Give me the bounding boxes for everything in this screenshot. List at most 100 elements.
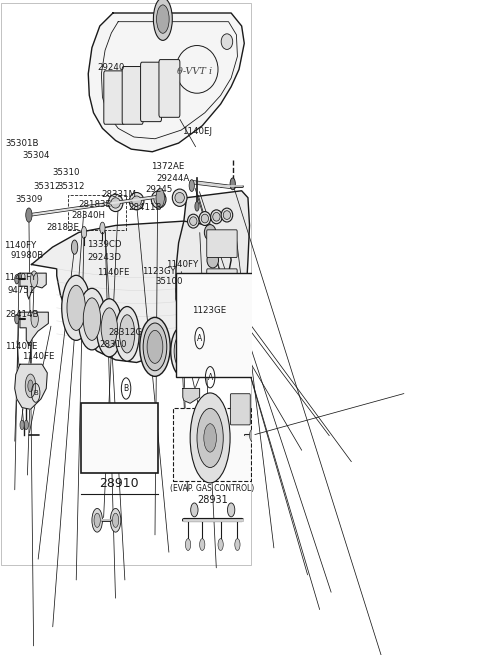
Circle shape bbox=[20, 420, 24, 430]
Circle shape bbox=[197, 408, 223, 468]
Text: 28931: 28931 bbox=[197, 495, 228, 506]
Text: 1140FE: 1140FE bbox=[5, 342, 37, 351]
Circle shape bbox=[112, 514, 119, 527]
Circle shape bbox=[229, 318, 233, 328]
Text: 1140FY: 1140FY bbox=[167, 259, 199, 269]
Text: 1123GY: 1123GY bbox=[143, 267, 176, 276]
Text: 35312: 35312 bbox=[33, 182, 61, 191]
Text: 28414B: 28414B bbox=[5, 310, 38, 319]
Circle shape bbox=[235, 538, 240, 550]
FancyBboxPatch shape bbox=[207, 269, 237, 297]
Text: 28312G: 28312G bbox=[108, 328, 143, 337]
Text: 29243D: 29243D bbox=[87, 253, 121, 263]
Circle shape bbox=[100, 222, 105, 234]
Text: B: B bbox=[123, 384, 129, 393]
Text: 1140FE: 1140FE bbox=[22, 352, 54, 361]
Circle shape bbox=[30, 271, 38, 288]
Text: 28183E: 28183E bbox=[78, 200, 111, 209]
Text: 1372AE: 1372AE bbox=[151, 162, 184, 172]
Ellipse shape bbox=[213, 212, 220, 221]
Circle shape bbox=[208, 318, 212, 328]
Text: 28910: 28910 bbox=[99, 477, 139, 491]
Ellipse shape bbox=[151, 191, 166, 208]
Bar bbox=[173, 407, 251, 481]
Polygon shape bbox=[88, 13, 244, 152]
Circle shape bbox=[28, 380, 33, 392]
Ellipse shape bbox=[108, 195, 123, 212]
Ellipse shape bbox=[83, 298, 101, 341]
Ellipse shape bbox=[174, 332, 193, 370]
Text: 35301B: 35301B bbox=[5, 139, 38, 147]
Circle shape bbox=[94, 514, 100, 527]
Text: B: B bbox=[33, 390, 38, 396]
Ellipse shape bbox=[211, 210, 222, 224]
Bar bbox=[82, 403, 157, 473]
Text: 28411B: 28411B bbox=[129, 203, 162, 212]
Circle shape bbox=[218, 318, 223, 328]
Text: 35312: 35312 bbox=[57, 182, 84, 191]
Ellipse shape bbox=[207, 252, 218, 268]
Circle shape bbox=[240, 318, 244, 328]
Text: 28310: 28310 bbox=[99, 340, 127, 349]
Ellipse shape bbox=[171, 325, 197, 377]
Circle shape bbox=[187, 318, 191, 328]
Text: A: A bbox=[197, 333, 202, 343]
Text: 35309: 35309 bbox=[15, 195, 43, 204]
Polygon shape bbox=[20, 312, 48, 345]
Ellipse shape bbox=[221, 34, 233, 49]
Circle shape bbox=[204, 424, 216, 452]
Text: 35100: 35100 bbox=[156, 276, 183, 286]
Text: 29240: 29240 bbox=[97, 62, 124, 71]
Circle shape bbox=[110, 508, 121, 532]
Ellipse shape bbox=[228, 503, 235, 517]
Text: 91980B: 91980B bbox=[10, 250, 43, 259]
Circle shape bbox=[25, 374, 36, 398]
Text: 1140FY: 1140FY bbox=[4, 241, 36, 250]
Text: (EVAP. GAS CONTROL): (EVAP. GAS CONTROL) bbox=[170, 483, 254, 493]
Circle shape bbox=[156, 5, 169, 33]
Polygon shape bbox=[20, 273, 46, 299]
Ellipse shape bbox=[120, 315, 135, 353]
Ellipse shape bbox=[132, 196, 141, 206]
Ellipse shape bbox=[201, 214, 208, 223]
Ellipse shape bbox=[199, 212, 211, 225]
Ellipse shape bbox=[147, 330, 163, 364]
Polygon shape bbox=[176, 191, 250, 328]
Bar bbox=[68, 195, 126, 230]
Circle shape bbox=[195, 202, 199, 211]
Ellipse shape bbox=[175, 193, 184, 203]
FancyBboxPatch shape bbox=[207, 230, 237, 257]
Ellipse shape bbox=[67, 286, 85, 330]
Text: A: A bbox=[207, 373, 213, 382]
Text: 29245: 29245 bbox=[145, 185, 172, 195]
Circle shape bbox=[15, 314, 19, 324]
Text: 35304: 35304 bbox=[22, 151, 50, 160]
Ellipse shape bbox=[101, 308, 118, 348]
Circle shape bbox=[227, 290, 230, 299]
Ellipse shape bbox=[188, 214, 199, 228]
Circle shape bbox=[179, 323, 183, 333]
Bar bbox=[176, 273, 257, 377]
Polygon shape bbox=[183, 388, 200, 403]
Text: 1123GE: 1123GE bbox=[192, 306, 227, 315]
Circle shape bbox=[218, 538, 223, 550]
Text: 28340H: 28340H bbox=[72, 212, 105, 220]
Text: 29244A: 29244A bbox=[156, 174, 190, 183]
Ellipse shape bbox=[129, 193, 144, 210]
FancyBboxPatch shape bbox=[104, 71, 125, 124]
FancyBboxPatch shape bbox=[159, 60, 180, 117]
Circle shape bbox=[15, 274, 19, 284]
Ellipse shape bbox=[190, 217, 197, 225]
Ellipse shape bbox=[140, 318, 170, 377]
Circle shape bbox=[154, 0, 172, 41]
Text: 1140EJ: 1140EJ bbox=[181, 127, 212, 136]
FancyBboxPatch shape bbox=[230, 394, 250, 425]
Ellipse shape bbox=[207, 280, 218, 295]
Circle shape bbox=[24, 420, 28, 430]
Text: θ-VVT i: θ-VVT i bbox=[177, 67, 212, 75]
Ellipse shape bbox=[221, 208, 233, 222]
Ellipse shape bbox=[204, 225, 216, 240]
Text: 35310: 35310 bbox=[52, 168, 80, 177]
Ellipse shape bbox=[111, 198, 120, 208]
Ellipse shape bbox=[154, 195, 163, 204]
